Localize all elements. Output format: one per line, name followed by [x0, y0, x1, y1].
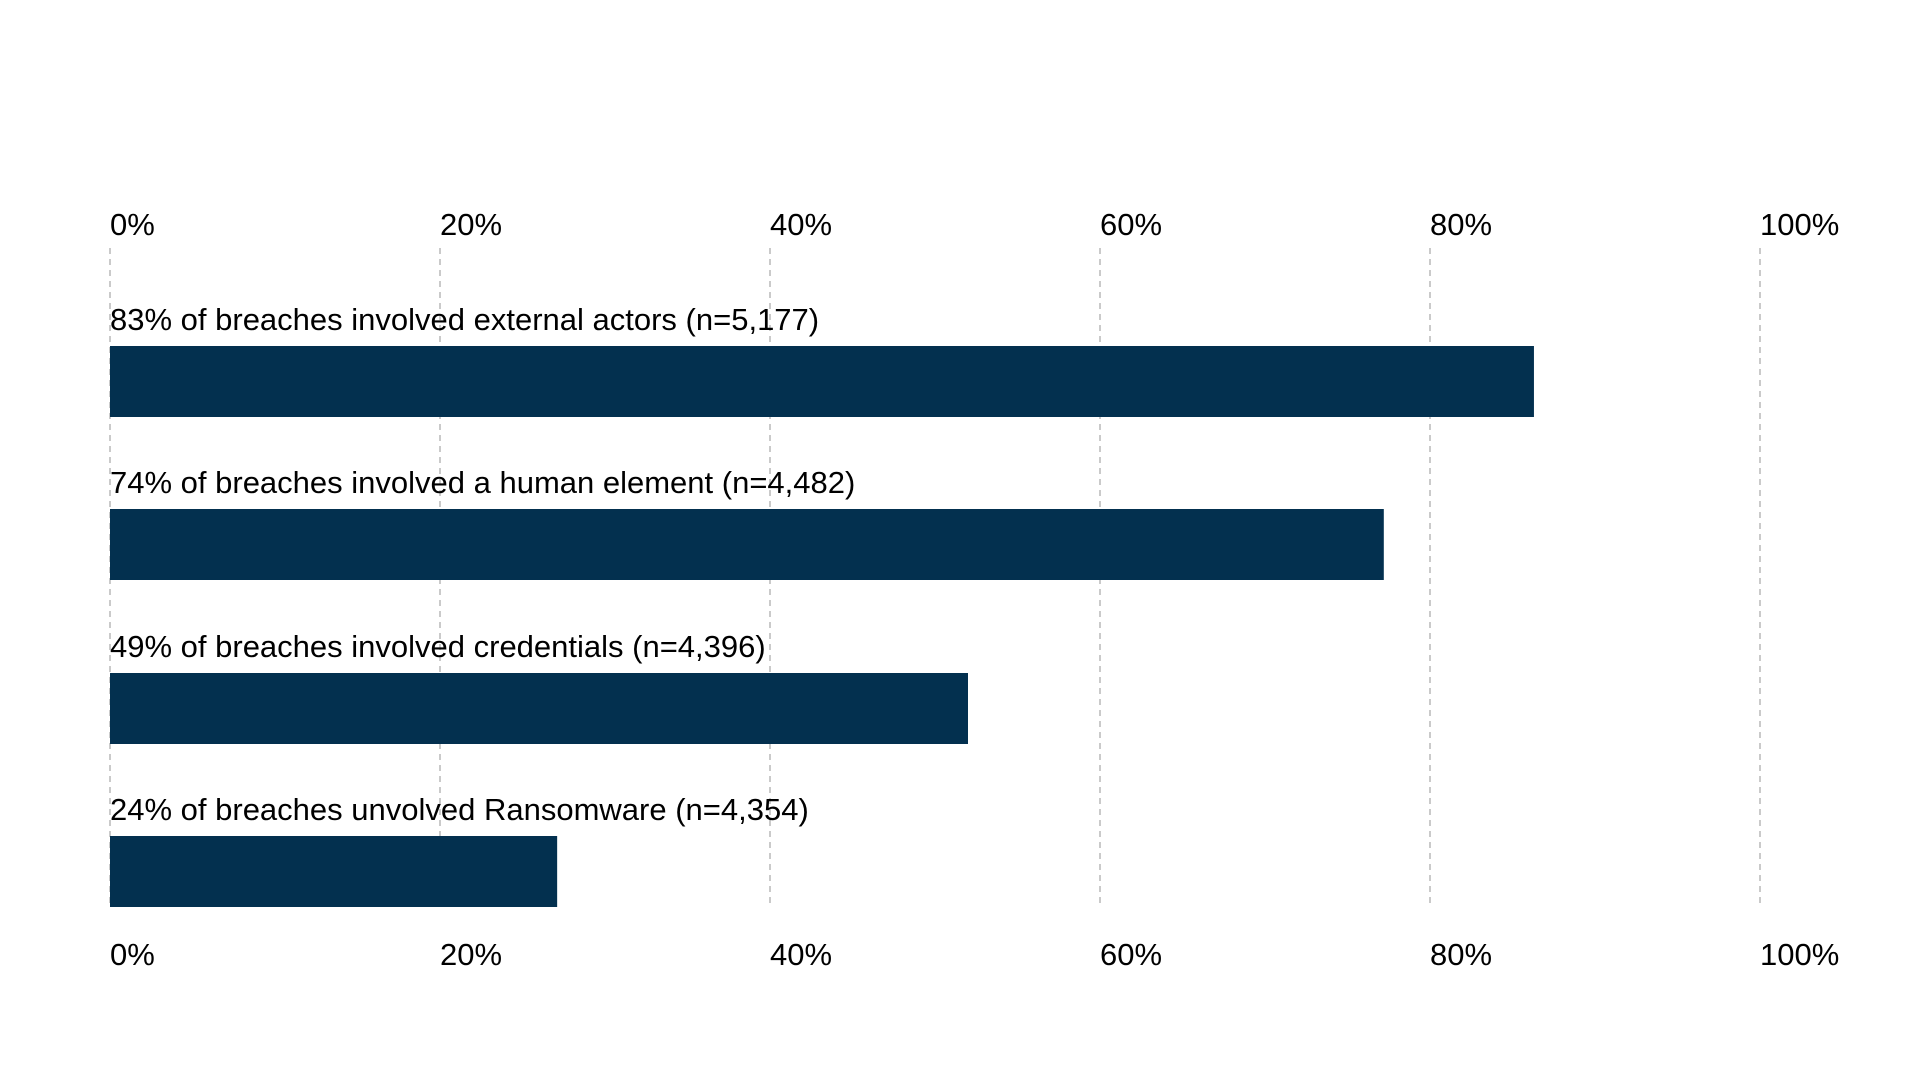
x-tick-label: 20%	[440, 937, 502, 972]
bar-label: 83% of breaches involved external actors…	[110, 302, 819, 337]
x-tick-label: 0%	[110, 207, 155, 242]
x-tick-label: 80%	[1430, 207, 1492, 242]
bar-label: 74% of breaches involved a human element…	[110, 465, 855, 500]
x-tick-label: 60%	[1100, 207, 1162, 242]
bar	[110, 673, 968, 744]
x-tick-label: 80%	[1430, 937, 1492, 972]
bottom-axis-ticks: 0% 20% 40% 60% 80% 100%	[110, 937, 1839, 972]
bar-label: 24% of breaches unvolved Ransomware (n=4…	[110, 792, 809, 827]
x-tick-label: 40%	[770, 937, 832, 972]
x-tick-label: 100%	[1760, 207, 1839, 242]
bar-labels: 83% of breaches involved external actors…	[110, 302, 855, 827]
x-tick-label: 100%	[1760, 937, 1839, 972]
x-tick-label: 20%	[440, 207, 502, 242]
bars	[110, 346, 1534, 907]
bar-label: 49% of breaches involved credentials (n=…	[110, 629, 766, 664]
bar	[110, 346, 1534, 417]
top-axis-ticks: 0% 20% 40% 60% 80% 100%	[110, 207, 1839, 242]
x-tick-label: 60%	[1100, 937, 1162, 972]
bar	[110, 836, 558, 907]
bar	[110, 509, 1384, 580]
x-tick-label: 0%	[110, 937, 155, 972]
x-tick-label: 40%	[770, 207, 832, 242]
